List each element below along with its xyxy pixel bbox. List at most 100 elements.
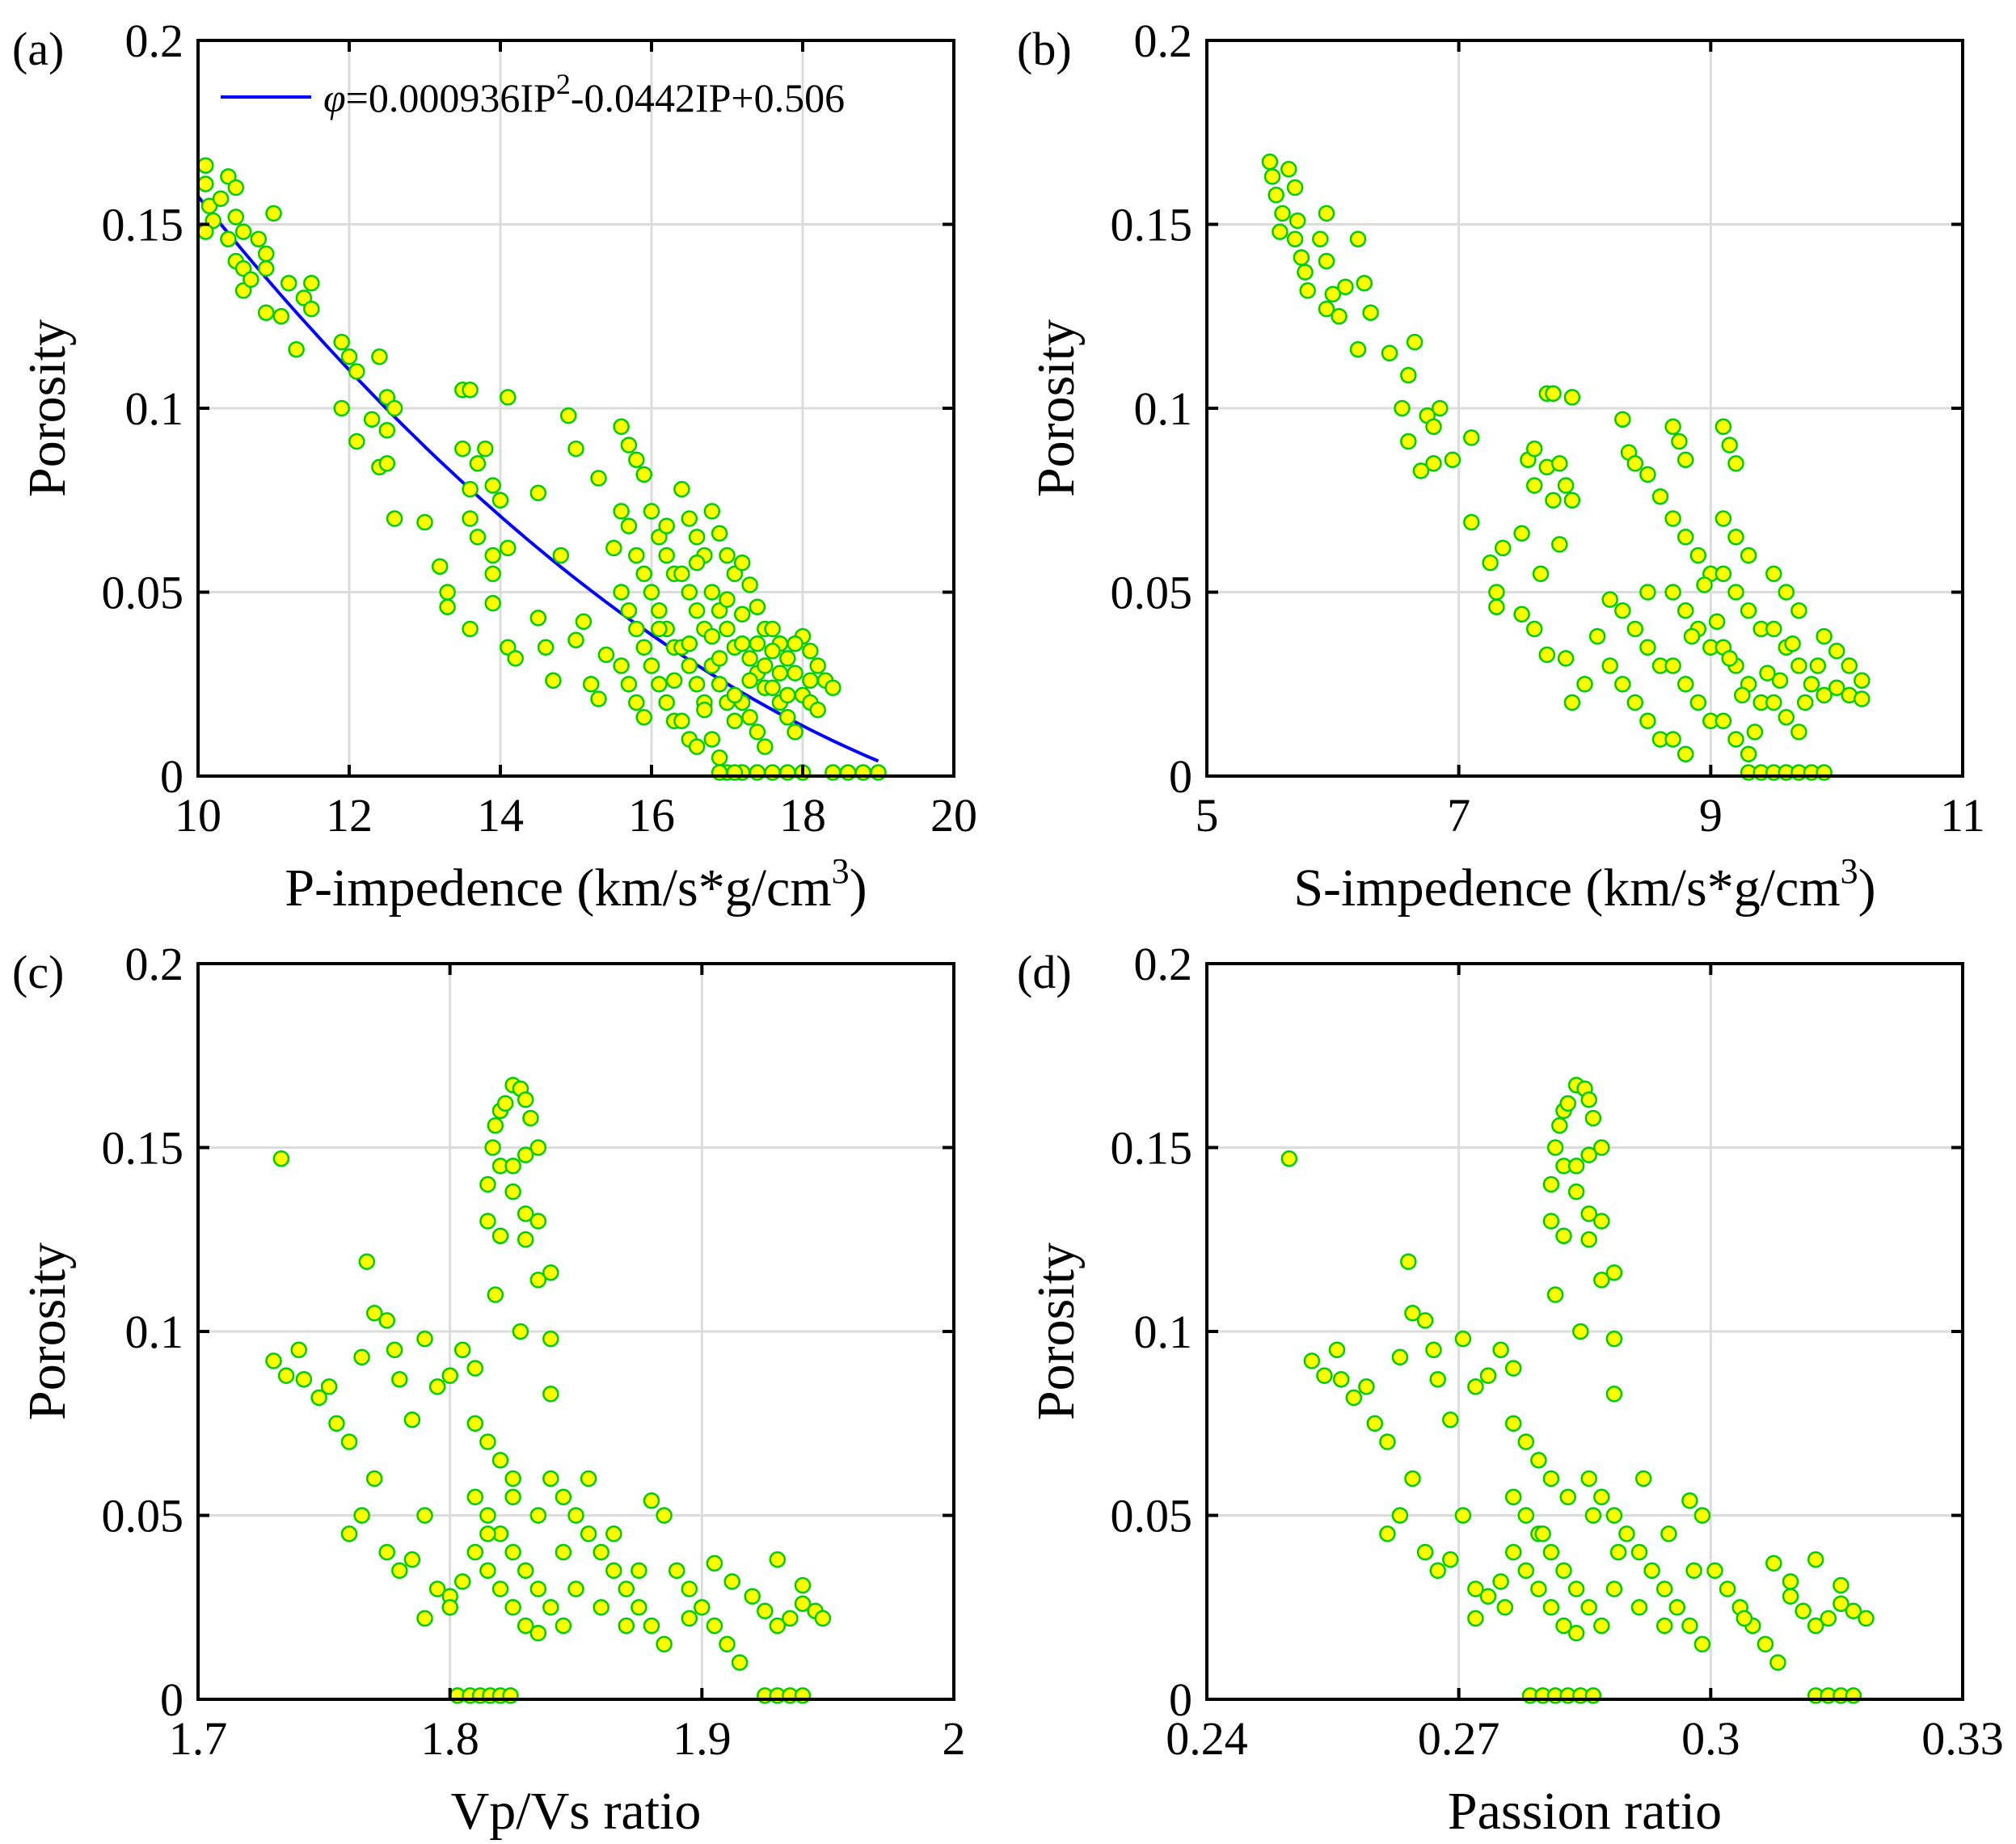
data-point — [1734, 686, 1751, 704]
data-point — [1525, 477, 1543, 494]
data-point — [1784, 635, 1801, 652]
legend-label: φ=0.000936IP2-0.0442IP+0.506 — [323, 68, 845, 120]
y-tick-label: 0.05 — [102, 1490, 184, 1542]
data-point — [1479, 1588, 1497, 1605]
y-tick-label: 0.1 — [125, 1306, 184, 1358]
data-point — [348, 363, 365, 380]
data-point — [658, 517, 675, 534]
data-point — [711, 525, 728, 542]
data-point — [1593, 1272, 1610, 1289]
data-point — [1345, 1389, 1363, 1407]
data-point — [1580, 1470, 1597, 1487]
data-point — [1614, 411, 1631, 428]
data-point — [1467, 1580, 1484, 1597]
data-point — [542, 1264, 559, 1281]
data-point — [1833, 1576, 1849, 1594]
data-point — [1740, 745, 1757, 762]
data-point — [741, 708, 758, 726]
data-point — [1845, 1602, 1862, 1620]
data-point — [1381, 344, 1398, 362]
data-point — [1425, 455, 1442, 472]
data-point — [1406, 333, 1423, 351]
x-tick-label: 0.33 — [1921, 1712, 2004, 1765]
data-point — [491, 1452, 509, 1469]
data-point — [1719, 1580, 1736, 1597]
data-point — [1727, 584, 1744, 601]
data-point — [479, 1175, 496, 1193]
data-point — [1362, 304, 1379, 321]
data-point — [487, 1116, 504, 1134]
y-tick-label: 0.15 — [1111, 1122, 1193, 1175]
data-point — [234, 260, 252, 277]
data-point — [1605, 1264, 1623, 1281]
data-point — [466, 1488, 484, 1506]
data-point — [681, 635, 698, 652]
y-tick-label: 0.05 — [102, 567, 184, 619]
data-point — [665, 672, 683, 689]
data-point — [1563, 694, 1581, 711]
data-point — [1765, 694, 1782, 711]
data-point — [504, 1488, 521, 1506]
data-point — [1567, 1183, 1585, 1200]
data-point — [651, 529, 668, 546]
data-point — [613, 503, 630, 520]
data-point — [1614, 602, 1631, 619]
data-point — [453, 1341, 471, 1359]
data-point — [719, 591, 736, 608]
data-point — [590, 470, 607, 487]
y-axis-label: Porosity — [18, 319, 77, 497]
panel-label: (d) — [1017, 946, 1072, 998]
data-point — [764, 643, 781, 660]
data-point — [1280, 1150, 1298, 1167]
data-point — [1400, 1253, 1417, 1270]
data-point — [257, 260, 275, 277]
data-point — [1696, 576, 1713, 593]
data-point — [529, 1139, 547, 1156]
data-point — [1504, 1415, 1522, 1433]
data-point — [391, 1370, 408, 1388]
data-point — [280, 275, 297, 292]
data-point — [1542, 1599, 1560, 1616]
data-point — [1542, 1213, 1560, 1230]
data-point — [491, 1227, 509, 1244]
data-point — [205, 212, 221, 230]
x-tick-label: 20 — [930, 789, 977, 842]
data-point — [1297, 264, 1314, 281]
data-point — [504, 1599, 521, 1616]
data-point — [651, 620, 668, 638]
data-point — [688, 602, 706, 619]
data-point — [1482, 554, 1499, 572]
data-point — [1828, 679, 1845, 697]
data-point — [234, 282, 252, 299]
data-point — [787, 635, 803, 652]
data-point — [1639, 584, 1656, 601]
data-point — [479, 1562, 496, 1580]
data-point — [1534, 1525, 1551, 1542]
data-point — [1714, 418, 1732, 436]
data-point — [320, 1378, 338, 1395]
data-point — [1854, 690, 1870, 707]
data-point — [757, 657, 774, 674]
data-point — [1858, 1610, 1875, 1627]
panel-label: (b) — [1017, 23, 1072, 75]
data-point — [333, 333, 350, 351]
data-point — [197, 223, 214, 240]
x-axis-label-tail: ) — [850, 859, 867, 918]
data-point — [517, 1205, 534, 1222]
data-point — [1626, 694, 1644, 711]
data-point — [643, 1617, 660, 1635]
data-point — [1668, 1599, 1686, 1616]
data-point — [1664, 731, 1681, 748]
data-point — [1432, 399, 1449, 417]
data-point — [1584, 1507, 1602, 1524]
y-ticks: 0 0.05 0.1 0.15 0.2 — [1111, 15, 1963, 803]
legend-sup: 2 — [556, 68, 571, 100]
data-point — [1555, 1617, 1572, 1635]
data-point — [1740, 546, 1757, 564]
data-point — [386, 399, 403, 417]
data-point — [491, 492, 509, 509]
data-point — [1299, 282, 1316, 299]
y-axis-label: Porosity — [1027, 1243, 1086, 1420]
y-tick-label: 0.2 — [1134, 938, 1193, 990]
data-point — [706, 1617, 723, 1635]
